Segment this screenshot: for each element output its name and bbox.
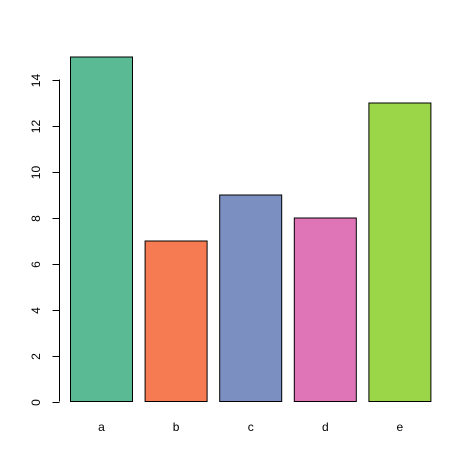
x-category-labels: a b c d e <box>98 420 403 434</box>
x-tick-label-e: e <box>397 420 404 434</box>
bar-e <box>368 102 432 402</box>
bar-a <box>70 56 133 402</box>
y-tick-label-2: 2 <box>29 353 43 360</box>
x-tick-label-a: a <box>98 420 105 434</box>
y-tick-label-12: 12 <box>29 120 43 134</box>
y-tick-label-6: 6 <box>29 261 43 268</box>
bar-d <box>293 217 357 402</box>
y-tick-label-10: 10 <box>29 166 43 180</box>
bar-b <box>144 240 208 402</box>
x-tick-label-d: d <box>322 420 329 434</box>
bar-c <box>219 194 283 402</box>
y-tick-label-4: 4 <box>29 307 43 314</box>
y-tick-label-8: 8 <box>29 215 43 222</box>
y-axis: 0 2 4 6 8 10 12 14 <box>29 74 60 406</box>
x-tick-label-b: b <box>173 420 180 434</box>
bars-group <box>70 56 432 402</box>
y-tick-label-14: 14 <box>29 74 43 88</box>
y-tick-label-0: 0 <box>29 399 43 406</box>
x-tick-label-c: c <box>248 420 254 434</box>
